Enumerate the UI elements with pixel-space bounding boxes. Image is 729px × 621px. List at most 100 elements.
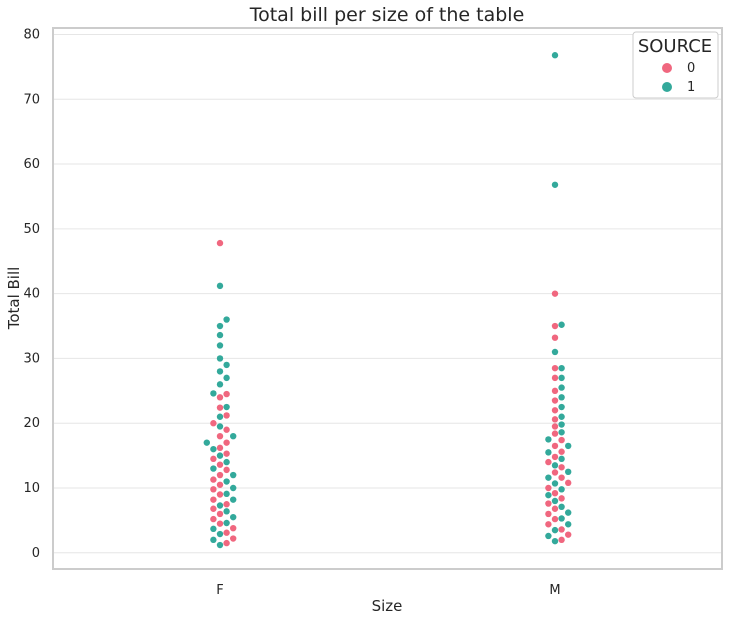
data-point-M-source-0 (551, 290, 559, 297)
data-point-M-source-0 (551, 515, 559, 523)
data-point-M-source-1 (558, 429, 565, 436)
data-point-M-source-1 (545, 491, 552, 499)
data-point-M-source-1 (565, 442, 572, 450)
y-tick-label: 40 (23, 287, 40, 302)
data-point-F-source-0 (216, 481, 224, 488)
data-point-M-source-1 (558, 364, 565, 372)
data-point-M-source-0 (551, 322, 559, 330)
data-point-F-source-1 (216, 502, 224, 509)
data-point-M-source-0 (545, 484, 552, 492)
data-point-F-source-0 (223, 426, 230, 433)
data-point-F-source-0 (216, 444, 224, 452)
data-point-F-source-1 (230, 513, 237, 521)
data-point-F-source-0 (216, 394, 224, 401)
data-point-M-source-1 (558, 384, 565, 391)
data-point-F-source-0 (223, 390, 230, 398)
data-point-F-source-0 (223, 529, 230, 536)
data-point-F-source-0 (223, 539, 230, 547)
data-point-F-source-0 (223, 466, 230, 474)
data-point-F-source-1 (223, 478, 230, 485)
legend-marker-1 (662, 82, 672, 92)
data-point-F-source-1 (216, 413, 224, 420)
data-point-M-source-0 (551, 430, 559, 437)
data-point-M-source-0 (545, 500, 552, 507)
data-point-M-source-1 (545, 532, 552, 540)
data-point-F-source-1 (216, 381, 224, 388)
data-point-M-source-1 (565, 509, 572, 516)
legend-frame (632, 31, 719, 99)
data-point-M-source-0 (551, 442, 559, 450)
data-point-F-source-1 (223, 519, 230, 527)
data-point-F-source-0 (230, 535, 237, 542)
data-point-M-source-0 (558, 526, 565, 533)
data-point-F-source-1 (216, 530, 224, 538)
data-point-M-source-1 (558, 321, 565, 328)
data-point-M-source-0 (551, 453, 559, 461)
data-point-F-source-1 (230, 471, 237, 479)
chart-title: Total bill per size of the table (249, 4, 525, 26)
data-point-F-source-0 (223, 450, 230, 457)
data-point-M-source-1 (551, 497, 559, 505)
data-point-F-source-0 (210, 455, 217, 463)
data-point-F-source-0 (216, 461, 224, 468)
data-point-F-source-0 (210, 505, 217, 512)
x-tick-label: F (216, 583, 223, 598)
data-point-M-source-0 (558, 436, 565, 444)
data-point-F-source-1 (216, 331, 224, 339)
data-point-M-source-0 (551, 416, 559, 423)
data-point-M-source-1 (545, 436, 552, 443)
legend-title: SOURCE (638, 36, 712, 57)
data-point-F-source-0 (216, 510, 224, 518)
legend-label-1: 1 (687, 80, 695, 95)
data-point-F-source-0 (216, 432, 224, 440)
data-point-F-source-1 (230, 496, 237, 503)
data-point-F-source-1 (216, 541, 224, 549)
data-point-M-source-1 (565, 521, 572, 528)
data-point-F-source-0 (210, 486, 217, 493)
data-point-M-source-0 (545, 510, 552, 518)
x-tick-label: M (549, 583, 560, 598)
data-point-M-source-1 (545, 474, 552, 481)
data-point-F-source-1 (216, 282, 224, 290)
data-point-M-source-1 (558, 374, 565, 382)
data-point-F-source-1 (223, 490, 230, 498)
data-point-M-source-0 (551, 505, 559, 512)
data-point-F-source-1 (216, 342, 224, 349)
data-point-M-source-0 (545, 521, 552, 528)
data-point-M-source-1 (551, 348, 559, 356)
data-point-F-source-1 (223, 458, 230, 466)
data-point-M-source-1 (558, 515, 565, 522)
data-point-F-source-0 (216, 520, 224, 527)
legend: SOURCE 0 1 (632, 31, 719, 99)
legend-label-0: 0 (687, 61, 695, 76)
data-point-M-source-0 (558, 464, 565, 471)
data-point-F-source-1 (210, 525, 217, 533)
data-point-M-source-0 (551, 387, 559, 395)
data-point-M-source-0 (551, 364, 559, 372)
data-point-F-source-1 (223, 361, 230, 369)
data-point-F-source-0 (210, 420, 217, 427)
data-point-M-source-0 (551, 423, 559, 430)
x-axis-label: Size (372, 597, 403, 615)
data-point-M-source-1 (565, 468, 572, 476)
data-points (203, 52, 572, 549)
data-point-M-source-0 (565, 531, 572, 538)
data-point-F-source-0 (216, 471, 224, 479)
data-point-M-source-0 (551, 334, 559, 341)
data-point-M-source-1 (551, 537, 559, 545)
data-point-M-source-1 (558, 455, 565, 463)
y-tick-label: 70 (23, 92, 40, 107)
y-gridlines (54, 33, 721, 554)
data-point-M-source-1 (558, 421, 565, 428)
data-point-F-source-1 (230, 432, 237, 440)
plot-area (52, 27, 723, 570)
data-point-M-source-0 (558, 474, 565, 481)
data-point-M-source-0 (558, 448, 565, 455)
data-point-M-source-1 (551, 181, 559, 188)
data-point-F-source-1 (223, 316, 230, 323)
data-point-M-source-1 (558, 403, 565, 411)
y-tick-labels: 0 10 20 30 40 50 60 70 80 (23, 27, 40, 560)
data-point-F-source-0 (223, 501, 230, 508)
